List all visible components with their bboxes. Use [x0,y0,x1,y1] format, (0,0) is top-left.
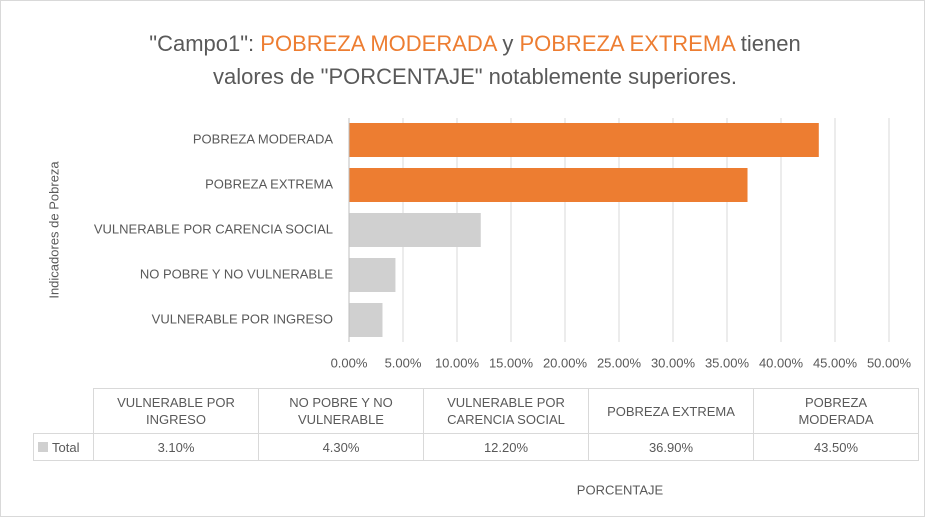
chart-title: "Campo1": POBREZA MODERADA y POBREZA EXT… [149,31,800,56]
x-tick-label: 15.00% [489,355,534,370]
chart-title: valores de "PORCENTAJE" notablemente sup… [213,64,737,89]
table-legend: Total [33,433,94,461]
table-value: 12.20% [423,433,589,461]
x-tick-label: 40.00% [759,355,804,370]
bar [349,258,396,292]
x-tick-label: 30.00% [651,355,696,370]
table-header: VULNERABLE POR CARENCIA SOCIAL [423,388,589,434]
x-tick-label: 5.00% [385,355,422,370]
table-value: 36.90% [588,433,754,461]
x-tick-label: 25.00% [597,355,642,370]
table-header: POBREZA EXTREMA [588,388,754,434]
title-segment: "Campo1": [149,31,260,56]
title-segment: y [496,31,519,56]
title-segment: POBREZA EXTREMA [519,31,736,56]
y-tick-label: POBREZA EXTREMA [205,176,333,191]
y-tick-label: VULNERABLE POR CARENCIA SOCIAL [94,221,333,236]
x-tick-label: 45.00% [813,355,858,370]
y-tick-label: POBREZA MODERADA [193,131,333,146]
title-segment: valores de "PORCENTAJE" notablemente sup… [213,64,737,89]
table-value: 43.50% [753,433,919,461]
x-axis-label: PORCENTAJE [577,482,664,497]
title-segment: POBREZA MODERADA [260,31,497,56]
legend-label: Total [52,439,80,455]
x-tick-label: 50.00% [867,355,912,370]
x-tick-label: 0.00% [331,355,368,370]
table-value: 4.30% [258,433,424,461]
bar [349,213,481,247]
table-value: 3.10% [93,433,259,461]
bar [349,168,748,202]
x-tick-label: 35.00% [705,355,750,370]
table-header: VULNERABLE POR INGRESO [93,388,259,434]
bar [349,303,383,337]
legend-key [38,442,48,452]
x-tick-label: 10.00% [435,355,480,370]
title-segment: tienen [735,31,801,56]
y-tick-label: NO POBRE Y NO VULNERABLE [140,266,333,281]
table-header: POBREZA MODERADA [753,388,919,434]
table-header: NO POBRE Y NO VULNERABLE [258,388,424,434]
bar [349,123,819,157]
x-tick-label: 20.00% [543,355,588,370]
y-tick-label: VULNERABLE POR INGRESO [152,311,333,326]
y-axis-label: Indicadores de Pobreza [46,161,61,299]
